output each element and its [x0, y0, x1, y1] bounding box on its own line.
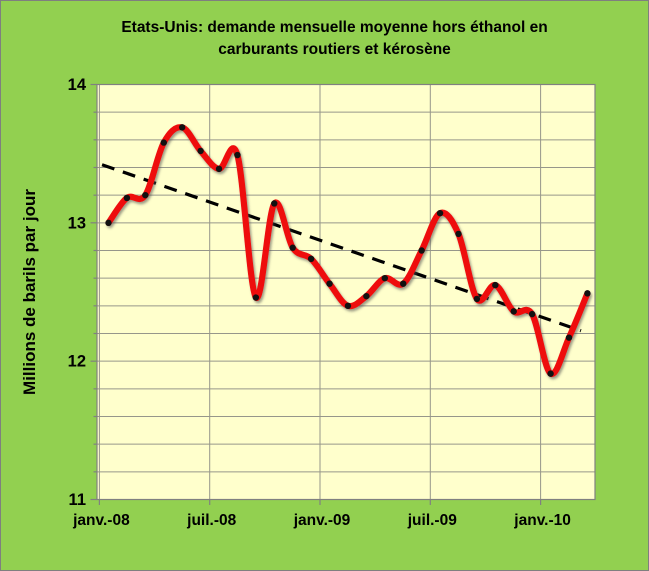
data-point-marker [400, 280, 407, 287]
x-tick-label: juil.-08 [186, 512, 236, 529]
plot-border [96, 83, 596, 501]
data-point-marker [418, 247, 425, 254]
x-tick-label: janv.-09 [293, 512, 351, 529]
data-point-marker [547, 370, 554, 377]
data-point-marker [528, 310, 536, 318]
y-tick-label: 12 [68, 353, 86, 371]
series-line [105, 124, 591, 377]
data-point-marker [142, 191, 149, 199]
data-point-marker [492, 281, 499, 289]
data-point-marker [584, 290, 591, 297]
data-point-marker [510, 308, 517, 315]
data-point-marker [105, 219, 112, 227]
chart-title-line1: Etats-Unis: demande mensuelle moyenne ho… [121, 19, 548, 36]
data-point-marker [565, 334, 573, 341]
x-tick-label: juil.-09 [407, 512, 457, 529]
x-tick-label: janv.-10 [513, 512, 571, 529]
data-point-marker [363, 292, 370, 300]
plot-background [97, 84, 595, 500]
data-point-marker [123, 194, 131, 202]
data-point-marker [160, 139, 167, 146]
data-point-marker [473, 295, 481, 303]
data-point-marker [326, 280, 333, 287]
data-point-marker [197, 147, 204, 155]
data-point-marker [271, 200, 278, 207]
data-point-marker [289, 244, 296, 251]
y-tick-label: 14 [68, 76, 87, 94]
data-point-marker [215, 165, 223, 173]
chart-title: Etats-Unis: demande mensuelle moyenne ho… [41, 17, 628, 61]
y-tick-label: 11 [69, 491, 86, 509]
data-point-marker [381, 274, 388, 282]
data-point-marker [234, 151, 241, 159]
data-point-marker [436, 209, 444, 217]
y-tick-label: 13 [68, 214, 86, 232]
trendline [101, 163, 582, 333]
chart-title-line2: carburants routiers et kérosène [218, 41, 451, 58]
data-point-marker [344, 302, 352, 310]
data-point-marker [307, 255, 315, 262]
x-tick-label: janv.-08 [72, 512, 130, 529]
data-point-marker [178, 124, 186, 131]
data-point-marker [252, 294, 260, 301]
data-point-marker [455, 230, 462, 238]
